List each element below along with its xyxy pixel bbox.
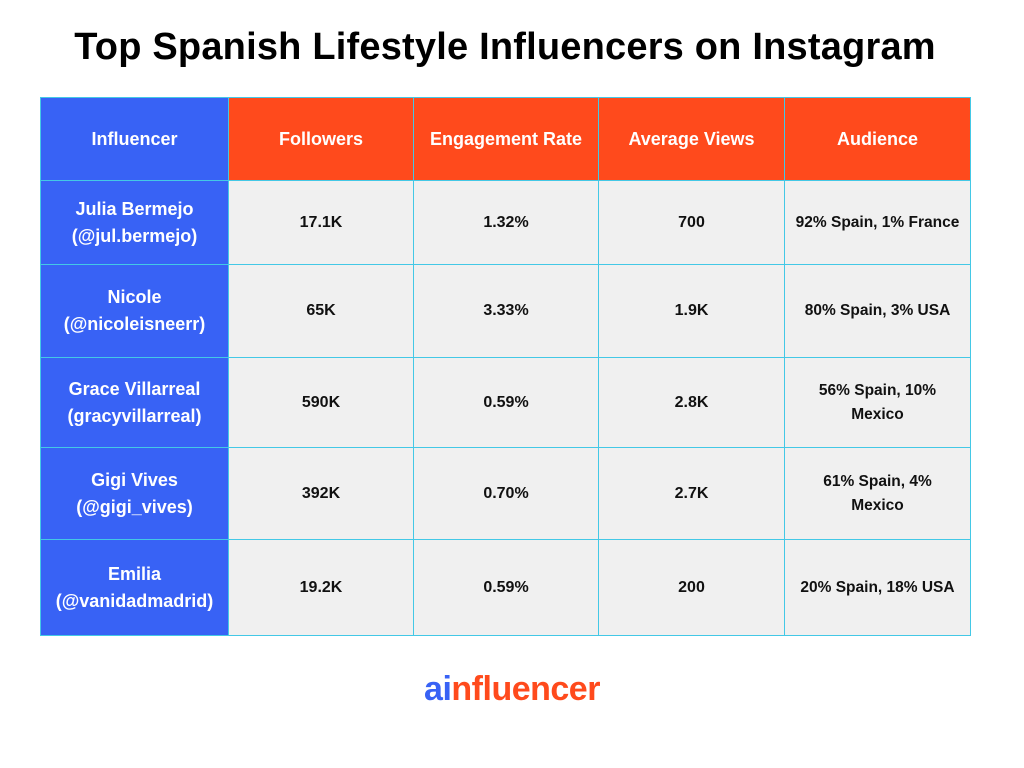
audience-line: 61% Spain, 4%	[823, 472, 932, 490]
table-row: Nicole (@nicoleisneerr) 65K 3.33% 1.9K 8…	[40, 264, 971, 358]
table-row: Julia Bermejo (@jul.bermejo) 17.1K 1.32%…	[40, 180, 971, 265]
average-views-cell: 2.8K	[598, 357, 785, 448]
influencer-name: Gigi Vives	[91, 469, 178, 490]
influencer-cell: Gigi Vives (@gigi_vives)	[40, 447, 229, 540]
audience-line: 92% Spain, 1% France	[795, 213, 960, 231]
engagement-rate-cell: 0.59%	[413, 357, 599, 448]
average-views-cell: 1.9K	[598, 264, 785, 358]
influencer-cell: Emilia (@vanidadmadrid)	[40, 539, 229, 636]
followers-cell: 19.2K	[228, 539, 414, 636]
average-views-cell: 700	[598, 180, 785, 265]
engagement-rate-cell: 0.70%	[413, 447, 599, 540]
followers-cell: 392K	[228, 447, 414, 540]
audience-cell: 20% Spain, 18% USA	[784, 539, 971, 636]
page-title: Top Spanish Lifestyle Influencers on Ins…	[74, 26, 936, 68]
influencer-cell: Nicole (@nicoleisneerr)	[40, 264, 229, 358]
header-followers: Followers	[228, 97, 414, 181]
influencer-handle: (@gigi_vives)	[76, 496, 193, 517]
logo-ai-part: ai	[424, 670, 452, 708]
followers-cell: 17.1K	[228, 180, 414, 265]
audience-cell: 80% Spain, 3% USA	[784, 264, 971, 358]
audience-cell: 61% Spain, 4% Mexico	[784, 447, 971, 540]
influencer-name: Emilia	[107, 563, 162, 584]
ainfluencer-logo: ainfluencer	[0, 670, 1024, 709]
engagement-rate-cell: 0.59%	[413, 539, 599, 636]
engagement-rate-cell: 3.33%	[413, 264, 599, 358]
audience-cell: 56% Spain, 10% Mexico	[784, 357, 971, 448]
audience-line: 80% Spain, 3% USA	[804, 302, 951, 319]
followers-cell: 65K	[228, 264, 414, 358]
influencer-name: Grace Villarreal	[68, 378, 201, 399]
influencer-name: Julia Bermejo	[75, 198, 194, 219]
average-views-cell: 2.7K	[598, 447, 785, 540]
header-average-views: Average Views	[598, 97, 785, 181]
audience-line: 20% Spain, 18% USA	[800, 578, 955, 596]
header-influencer: Influencer	[40, 97, 229, 181]
average-views-cell: 200	[598, 539, 785, 636]
audience-line: Mexico	[851, 496, 904, 514]
influencer-handle: (@nicoleisneerr)	[63, 314, 206, 334]
followers-cell: 590K	[228, 357, 414, 448]
header-audience: Audience	[784, 97, 971, 181]
table-row: Emilia (@vanidadmadrid) 19.2K 0.59% 200 …	[40, 539, 971, 636]
influencer-handle: (@vanidadmadrid)	[55, 590, 214, 611]
influencer-handle: (@jul.bermejo)	[71, 225, 198, 246]
table-row: Grace Villarreal (gracyvillarreal) 590K …	[40, 357, 971, 448]
audience-cell: 92% Spain, 1% France	[784, 180, 971, 265]
header-engagement-rate: Engagement Rate	[413, 97, 599, 181]
influencer-table: Influencer Followers Engagement Rate Ave…	[40, 97, 971, 636]
influencer-handle: (gracyvillarreal)	[67, 405, 202, 426]
influencer-cell: Grace Villarreal (gracyvillarreal)	[40, 357, 229, 448]
table-row: Gigi Vives (@gigi_vives) 392K 0.70% 2.7K…	[40, 447, 971, 540]
influencer-name: Nicole	[107, 287, 162, 307]
engagement-rate-cell: 1.32%	[413, 180, 599, 265]
logo-influencer-part: nfluencer	[451, 670, 600, 708]
audience-line: 56% Spain, 10%	[818, 381, 937, 399]
influencer-cell: Julia Bermejo (@jul.bermejo)	[40, 180, 229, 265]
table-header-row: Influencer Followers Engagement Rate Ave…	[40, 97, 971, 181]
audience-line: Mexico	[851, 405, 904, 423]
